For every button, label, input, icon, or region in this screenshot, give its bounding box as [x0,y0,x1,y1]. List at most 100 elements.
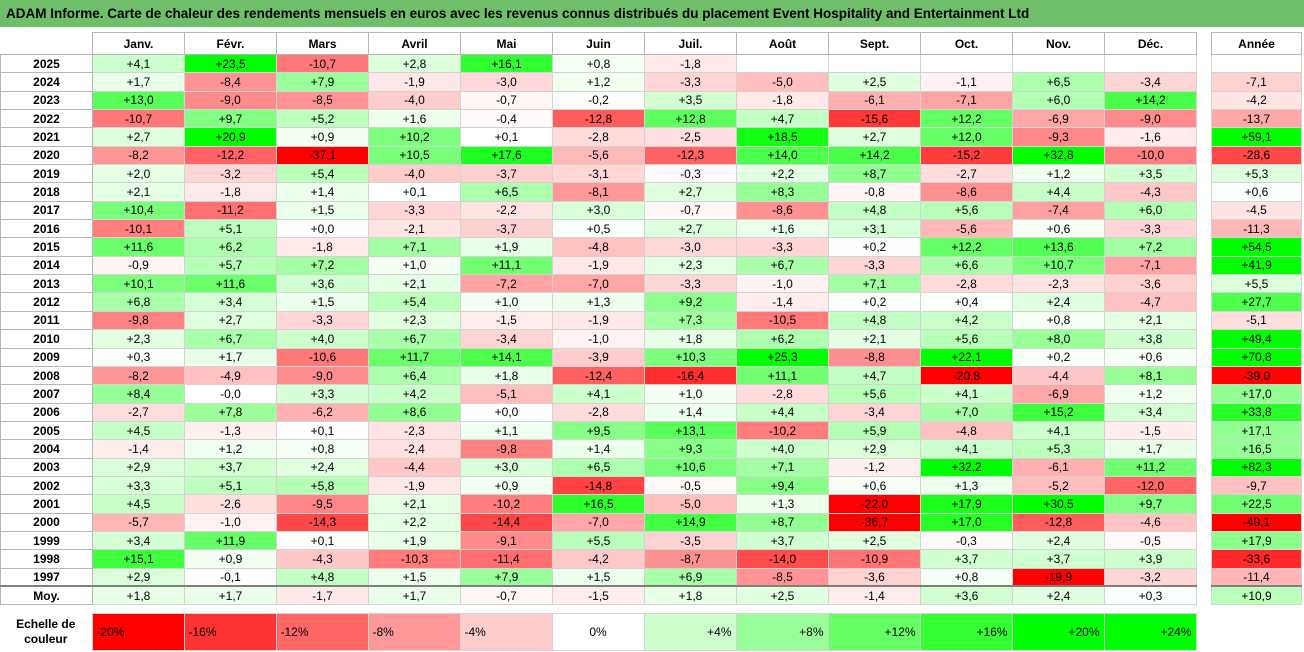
heatmap-cell: -2,4 [368,439,461,459]
heatmap-cell: -3,3 [644,274,737,294]
heatmap-cell: +4,7 [736,109,829,129]
average-cell: -1,4 [828,585,921,606]
annual-cell: -7,1 [1211,72,1302,92]
heatmap-cell: +17,0 [920,512,1013,532]
heatmap-cell: +0,8 [552,53,645,74]
heatmap-cell: +4,8 [828,310,921,331]
heatmap-cell: +5,1 [184,475,277,496]
heatmap-cell: -4,7 [1104,292,1197,312]
heatmap-cell: -8,8 [828,347,921,367]
heatmap-cell: -3,3 [644,72,737,92]
heatmap-cell: -6,2 [276,402,369,422]
heatmap-cell: +3,4 [1104,402,1197,422]
heatmap-cell: +8,3 [736,182,829,202]
heatmap-cell: +4,1 [552,384,645,404]
heatmap-cell: +1,5 [552,567,645,587]
heatmap-cell: +7,2 [1104,237,1197,257]
heatmap-cell: +5,4 [276,164,369,184]
heatmap-cell: +0,2 [1012,347,1105,367]
heatmap-cell: +4,2 [920,310,1013,331]
heatmap-cell: -3,7 [460,219,553,239]
heatmap-cell: +7,3 [644,310,737,331]
heatmap-cell: -10,9 [828,549,921,569]
month-header: Oct. [920,32,1013,55]
heatmap-cell: -12,4 [552,365,645,386]
heatmap-cell: -4,9 [184,365,277,386]
year-label: 2012 [0,292,93,312]
scale-label-line1: Echelle de [16,617,76,631]
heatmap-cell: +6,2 [736,329,829,349]
heatmap-cell: -10,7 [276,53,369,74]
heatmap-cell: +5,7 [184,255,277,276]
year-label: 2020 [0,145,93,166]
heatmap-cell: -5,6 [552,145,645,166]
heatmap-cell: +10,5 [368,145,461,166]
year-label: 1999 [0,530,93,551]
year-label: 2008 [0,365,93,386]
average-cell: +1,7 [368,585,461,606]
heatmap-cell: +10,6 [644,457,737,477]
heatmap-cell: -2,3 [1012,274,1105,294]
heatmap-cell: -2,8 [920,274,1013,294]
heatmap-cell: -9,8 [460,439,553,459]
heatmap-cell: +9,2 [644,292,737,312]
heatmap-cell: -9,0 [276,365,369,386]
heatmap-cell: +4,1 [92,53,185,74]
heatmap-cell: +9,3 [644,439,737,459]
heatmap-cell: +4,4 [1012,182,1105,202]
annual-row: -11,3 [1211,219,1302,239]
heatmap-cell: +32,2 [920,457,1013,477]
heatmap-cell: -8,2 [92,365,185,386]
annual-cell: +27,7 [1211,292,1302,312]
heatmap-cell: -36,7 [828,512,921,532]
scale-swatch: -4% [459,613,553,651]
annual-cell: -4,5 [1211,200,1302,221]
annual-row: -33,6 [1211,549,1302,569]
heatmap-cell: -2,7 [920,164,1013,184]
annual-cell: +5,5 [1211,274,1302,294]
heatmap-cell: +4,0 [276,329,369,349]
month-header: Juil. [644,32,737,55]
heatmap-cell: -37,1 [276,145,369,166]
heatmap-cell: -6,1 [1012,457,1105,477]
heatmap-cell: -3,3 [736,237,829,257]
year-label: 2017 [0,200,93,221]
annual-row: -9,7 [1211,475,1302,496]
heatmap-cell: +5,1 [184,219,277,239]
heatmap-cell: +16,5 [552,494,645,514]
average-cell: +0,3 [1104,585,1197,606]
heatmap-cell: +9,7 [184,109,277,129]
heatmap-cell: +14,0 [736,145,829,166]
month-header: Déc. [1104,32,1197,55]
heatmap-cell: +0,2 [828,237,921,257]
heatmap-cell: +1,2 [184,439,277,459]
heatmap-cell: +7,9 [460,567,553,587]
heatmap-cell: +6,8 [92,292,185,312]
heatmap-cell: +14,1 [460,347,553,367]
table-row: 2007 +8,4 -0,0 +3,3 +4,2 -5,1 +4,1 +1,0 -2,8 +5,6… [0,384,1197,404]
year-label: 2003 [0,457,93,477]
heatmap-cell: -8,2 [92,145,185,166]
table-row: 2006 -2,7 +7,8 -6,2 +8,6 +0,0 -2,8 +1,4 +4,4 -3,4… [0,402,1197,422]
heatmap-cell: +6,7 [736,255,829,276]
average-cell: +2,5 [736,585,829,606]
annual-row: +17,1 [1211,420,1302,441]
heatmap-cell: +0,8 [1012,310,1105,331]
heatmap-cell: +5,6 [920,329,1013,349]
heatmap-cell: +1,3 [736,494,829,514]
annual-cell: +70,8 [1211,347,1302,367]
heatmap-cell: +6,5 [460,182,553,202]
heatmap-cell: -3,3 [276,310,369,331]
heatmap-cell: -1,8 [184,182,277,202]
table-row: 2021 +2,7 +20,9 +0,9 +10,2 +0,1 -2,8 -2,5 +18,5 +… [0,127,1197,147]
heatmap-cell: +3,4 [184,292,277,312]
scale-swatch: 0% [551,613,645,651]
heatmap-cell: -6,9 [1012,384,1105,404]
year-label: 2022 [0,109,93,129]
heatmap-cell: -1,8 [736,90,829,111]
table-row: 2003 +2,9 +3,7 +2,4 -4,4 +3,0 +6,5 +10,6 +7,1 -1,… [0,457,1197,477]
heatmap-cell: +7,1 [736,457,829,477]
year-label: 2001 [0,494,93,514]
table-row: 2001 +4,5 -2,6 -9,5 +2,1 -10,2 +16,5 -5,0 +1,3 -2… [0,494,1197,514]
year-label: 2011 [0,310,93,331]
